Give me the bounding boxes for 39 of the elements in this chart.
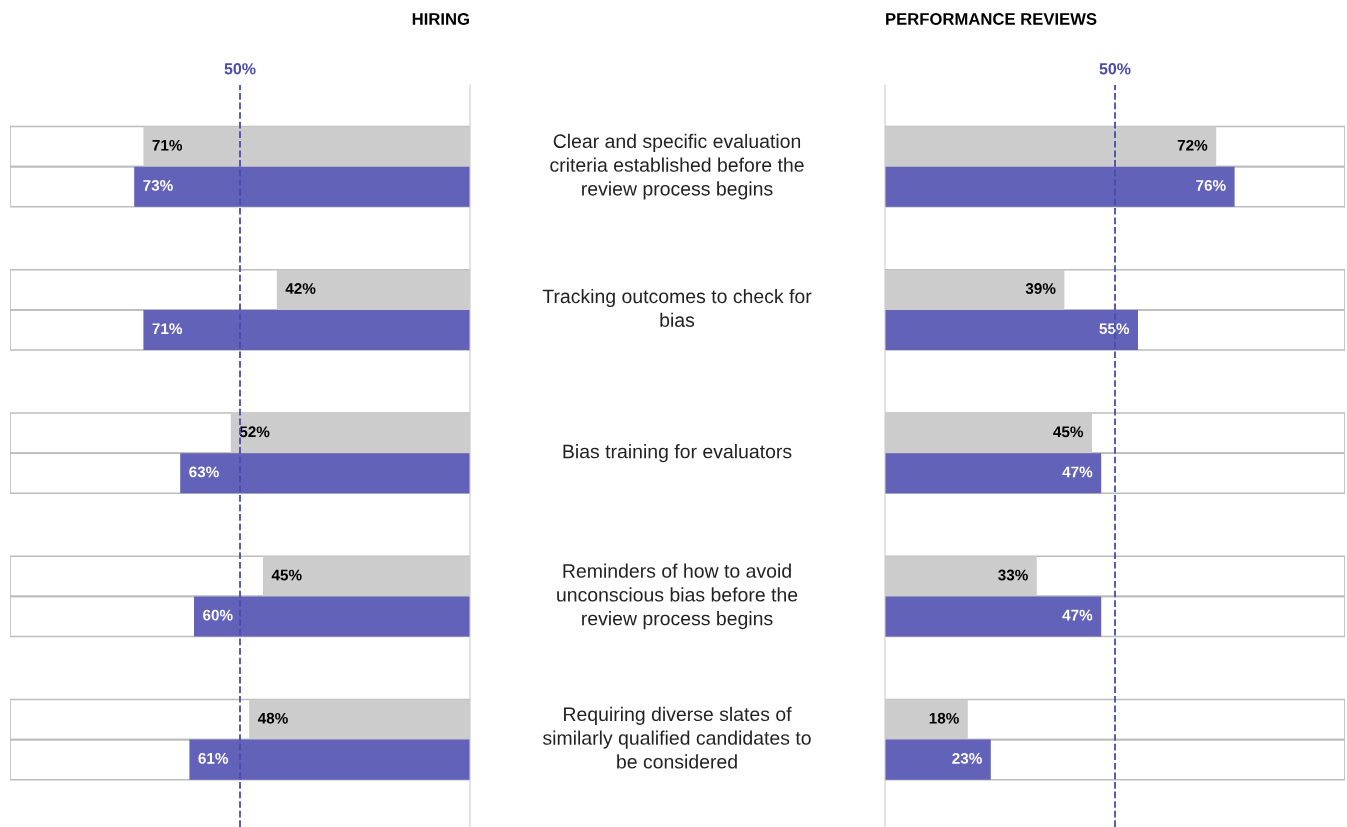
data-label: 23% [952, 752, 982, 764]
ref-line-label: 50% [224, 63, 256, 75]
data-label: 47% [1062, 609, 1093, 621]
bar [194, 596, 470, 637]
data-label: 73% [143, 179, 173, 191]
data-label: 61% [198, 752, 229, 764]
data-label: 52% [239, 426, 270, 438]
bar [180, 453, 470, 494]
y-tick-label: Bias training for evaluators [563, 444, 792, 463]
y-tick-label: Tracking outcomes to check for bias [542, 288, 812, 327]
data-label: 63% [189, 466, 219, 478]
bar [885, 596, 1102, 637]
bar [885, 166, 1235, 207]
data-label: 18% [929, 712, 959, 724]
data-label: 45% [1053, 426, 1084, 438]
bar [134, 166, 470, 207]
y-tick-label: Clear and specific evaluation criteria established before the review process begins [550, 133, 804, 200]
data-label: 33% [998, 569, 1028, 581]
data-label: 48% [257, 712, 288, 724]
chart-title: HIRING [412, 13, 469, 25]
data-label: 71% [152, 323, 183, 335]
bar [885, 739, 991, 780]
bar [189, 739, 470, 780]
data-label: 39% [1025, 283, 1056, 294]
ref-line-label: 50% [1099, 63, 1131, 75]
bar [143, 309, 470, 350]
data-label: 76% [1196, 179, 1226, 191]
data-label: 71% [152, 139, 183, 151]
data-label: 42% [285, 283, 316, 294]
bar [885, 309, 1138, 350]
y-tick-label: Requiring diverse slates of similarly qualified candidates to be considered [542, 706, 811, 769]
data-label: 47% [1062, 466, 1093, 478]
data-label: 60% [203, 609, 233, 621]
data-label: 55% [1099, 323, 1130, 335]
data-label: 45% [271, 569, 302, 581]
chart-title: PERFORMANCE REVIEWS [886, 13, 1097, 25]
y-tick-label: Reminders of how to avoid unconscious bias before the review process begins [557, 563, 798, 630]
bar [885, 453, 1102, 494]
data-label: 72% [1177, 139, 1208, 151]
